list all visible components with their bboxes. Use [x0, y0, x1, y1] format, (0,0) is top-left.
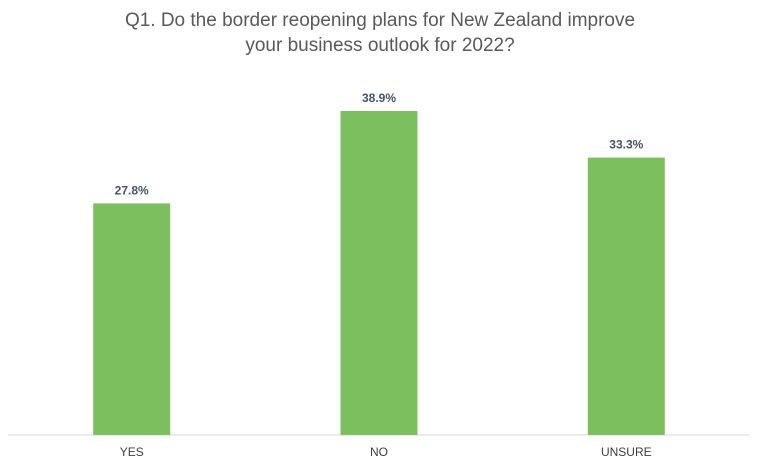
bar-yes — [93, 203, 171, 435]
value-label-unsure: 33.3% — [609, 138, 643, 152]
value-label-no: 38.9% — [362, 91, 396, 105]
value-label-yes: 27.8% — [115, 183, 149, 197]
category-label-yes: YES — [120, 445, 144, 459]
chart-title-line-1: Q1. Do the border reopening plans for Ne… — [124, 10, 636, 31]
chart-title: Q1. Do the border reopening plans for Ne… — [0, 8, 760, 58]
category-label-unsure: UNSURE — [601, 445, 652, 459]
bar-no — [340, 111, 418, 435]
category-labels-group: YES NO UNSURE — [120, 445, 652, 459]
bars-group — [93, 111, 665, 435]
value-labels-group: 27.8% 38.9% 33.3% — [115, 91, 644, 197]
chart-title-line-2: your business outlook for 2022? — [245, 35, 515, 56]
bar-unsure — [587, 157, 665, 435]
category-label-no: NO — [370, 445, 388, 459]
